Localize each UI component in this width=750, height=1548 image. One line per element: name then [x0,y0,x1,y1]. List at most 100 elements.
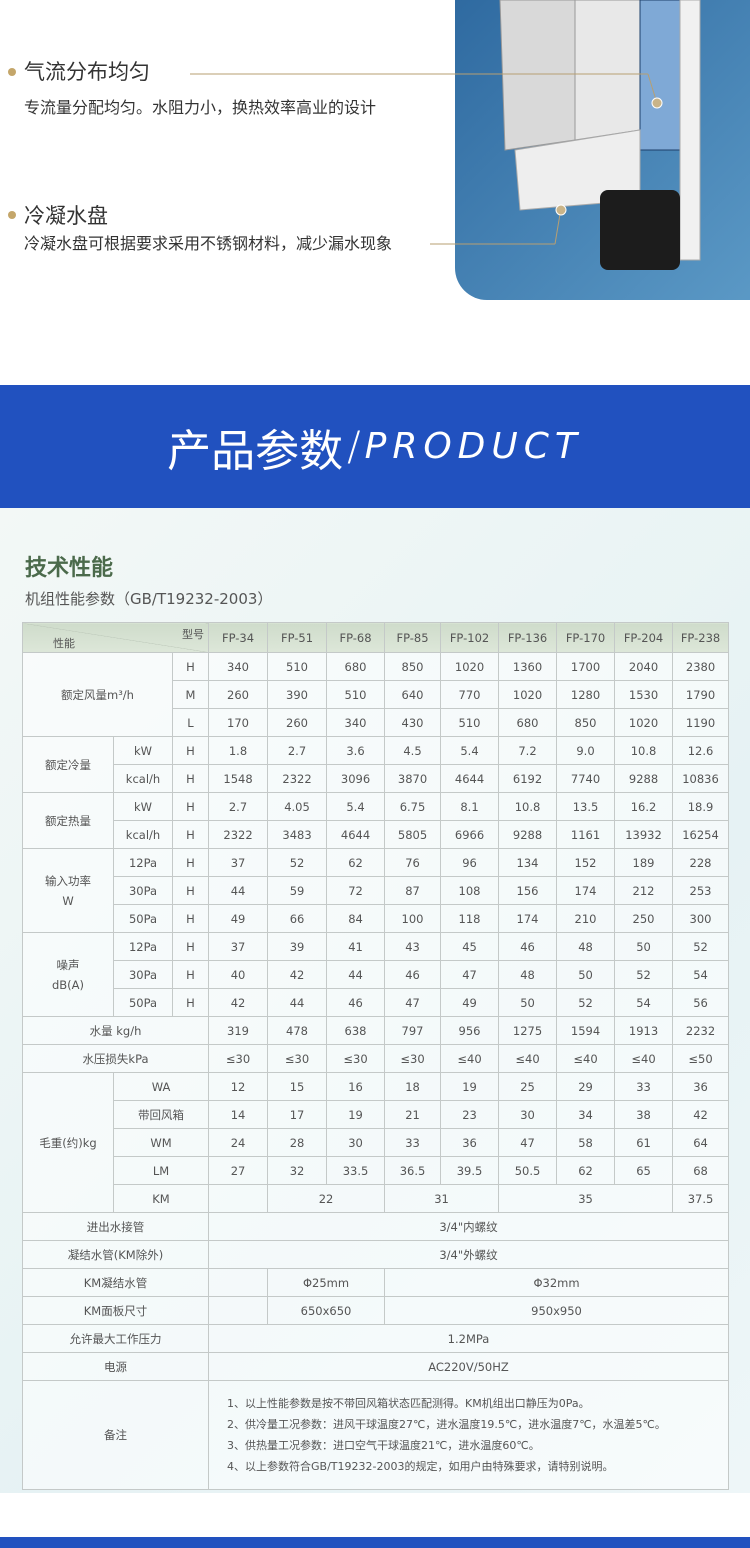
table-cell: 174 [498,904,558,933]
table-cell: 水压损失kPa [21,1044,210,1073]
table-cell: 12 [208,1072,269,1101]
table-cell: 1161 [556,820,616,849]
banner-subtitle: PRODUCT [364,426,583,467]
table-cell: 3.6 [326,736,386,765]
table-cell: 3483 [267,820,328,849]
table-cell: 189 [614,848,674,877]
table-cell: 170 [208,708,269,737]
table-cell: 37 [208,932,269,961]
table-row: 毛重(约)kg WA 12 15 16 18 19 25 29 33 36 [22,1072,730,1213]
table-cell: 52 [614,960,674,989]
motor [600,190,680,270]
table-cell: 42 [208,988,269,1017]
table-cell: kcal/h [113,820,173,849]
table-cell: 1790 [672,680,730,709]
table-cell: H [171,792,210,821]
table-cell: kcal/h [113,764,173,793]
table-cell: 4644 [440,764,500,793]
table-cell: kW [113,736,173,765]
table-cell: 340 [208,652,269,681]
model-header: FP-102 [440,622,500,653]
table-cell: H [171,904,210,933]
model-header: FP-34 [208,622,269,653]
table-cell: 61 [614,1128,674,1157]
pointer-line [554,213,561,245]
table-cell: 2040 [614,652,674,681]
table-row: 电源 AC220V/50HZ [21,1352,730,1381]
table-cell: H [171,848,210,877]
table-cell: 174 [556,876,616,905]
feature-title: 气流分布均匀 [24,60,150,84]
table-cell: 34 [556,1100,616,1129]
table-cell: 47 [440,960,500,989]
device-panel [679,0,701,261]
table-row: 50Pa H 42 44 46 47 49 50 52 54 56 [23,988,730,1017]
table-cell: 59 [267,876,328,905]
table-row: M 260 390 510 640 770 1020 1280 1530 1790 [23,680,730,709]
table-cell: 电源 [21,1352,210,1381]
table-row: 水压损失kPa ≤30 ≤30 ≤30 ≤30 ≤40 ≤40 ≤40 ≤40 ≤50 [21,1044,730,1073]
table-cell: M [171,680,210,709]
banner: 产品参数 / PRODUCT [0,385,750,508]
section-title: 技术性能 [25,556,114,581]
table-cell: 50 [614,932,674,961]
table-cell: 10.8 [498,792,558,821]
table-cell: 36.5 [384,1156,442,1185]
table-row: kcal/h H 1548 2322 3096 3870 4644 6192 7740 9288 1… [23,764,730,793]
table-cell: 16.2 [614,792,674,821]
table-cell: 45 [440,932,500,961]
table-cell: 50 [498,988,558,1017]
table-cell: 3870 [384,764,442,793]
table-cell: ≤30 [208,1044,269,1073]
table-cell: 40 [208,960,269,989]
table-cell: Φ25mm [267,1268,386,1297]
table-cell: 54 [672,960,730,989]
table-cell: 38 [614,1100,674,1129]
table-cell: 输入功率 W [22,848,114,933]
table-cell: 16 [326,1072,386,1101]
table-row: KM 22 31 35 37.5 [23,1184,730,1213]
table-cell: L [171,708,210,737]
table-cell: WA [112,1072,210,1101]
table-cell: 6966 [440,820,500,849]
table-cell: 96 [440,848,500,877]
table-row: kcal/h H 2322 3483 4644 5805 6966 9288 1161 13932… [23,820,730,849]
table-cell: 680 [326,652,386,681]
table-cell: 凝结水管(KM除外) [21,1240,210,1269]
table-cell: 21 [384,1100,442,1129]
table-cell: 100 [384,904,442,933]
table-row: WM 24 28 30 33 36 47 58 61 64 [23,1128,730,1157]
model-header: FP-85 [384,622,442,653]
table-cell: 64 [672,1128,730,1157]
table-row: 额定冷量 kW H 1.8 2.7 3.6 4.5 5.4 7.2 9.0 10.8 12.6 [22,736,730,793]
model-header: FP-136 [498,622,558,653]
table-cell: 36 [672,1072,730,1101]
table-cell: 1530 [614,680,674,709]
table-row: 额定热量 kW H 2.7 4.05 5.4 6.75 8.1 10.8 13.5 16.2 18.9 [22,792,730,849]
table-cell: 5.4 [326,792,386,821]
header-row: 型号 性能 FP-34 FP-51 FP-68 FP-85 FP-102 FP-136 FP-1… [21,622,730,653]
table-cell: 33 [384,1128,442,1157]
table-cell: 50 [556,960,616,989]
row-label: 性能 [53,637,75,650]
table-cell: 260 [267,708,328,737]
table-cell: 3/4"内螺纹 [208,1212,730,1241]
table-cell: 108 [440,876,500,905]
table-cell: 48 [498,960,558,989]
table-cell: H [171,960,210,989]
table-row: L 170 260 340 430 510 680 850 1020 1190 [23,708,730,737]
table-cell: Φ32mm [384,1268,730,1297]
table-cell: 250 [614,904,674,933]
table-cell: 49 [208,904,269,933]
table-cell: 50Pa [113,904,173,933]
remarks-label: 备注 [21,1380,210,1490]
table-cell: 510 [326,680,386,709]
table-cell: 46 [498,932,558,961]
table-cell: AC220V/50HZ [208,1352,730,1381]
corner-cell: 型号 性能 [21,622,210,653]
device-side [574,0,641,141]
table-cell: 1.8 [208,736,269,765]
table-cell: 19 [326,1100,386,1129]
table-cell: ≤50 [672,1044,730,1073]
